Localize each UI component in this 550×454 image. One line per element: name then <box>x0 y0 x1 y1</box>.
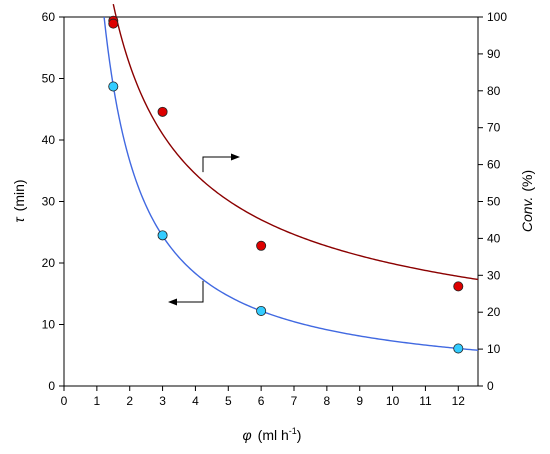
y-right-tick-label: 90 <box>487 47 501 61</box>
data-point-series-2 <box>157 106 168 117</box>
data-point-series-2 <box>256 240 267 251</box>
data-point-series-2 <box>108 18 119 29</box>
y-right-tick-label: 40 <box>487 231 501 245</box>
y-left-tick-label: 20 <box>42 256 56 270</box>
annotation-arrows <box>168 153 240 306</box>
data-point-series-1 <box>108 81 119 92</box>
x-tick-label: 9 <box>356 394 363 408</box>
arrow-to-left-axis <box>175 280 204 303</box>
y-left-tick-label: 50 <box>42 72 56 86</box>
fit-curve-series-2 <box>112 3 479 281</box>
y-right-tick-label: 70 <box>487 121 501 135</box>
y-left-axis-title: τ(min) <box>11 179 27 222</box>
x-tick-label: 4 <box>192 394 199 408</box>
x-tick-label: 3 <box>159 394 166 408</box>
y-right-tick-label: 10 <box>487 342 501 356</box>
x-tick-label: 6 <box>258 394 265 408</box>
arrow-head-left <box>168 298 177 306</box>
x-axis-ticks: 0 1 2 3 4 5 6 7 8 9 10 11 12 <box>61 386 466 408</box>
arrow-to-right-axis <box>202 156 233 173</box>
x-tick-label: 0 <box>61 394 68 408</box>
x-tick-label: 5 <box>225 394 232 408</box>
x-tick-label: 7 <box>291 394 298 408</box>
data-point-series-1 <box>256 305 267 316</box>
y-right-tick-label: 20 <box>487 305 501 319</box>
fit-curve-series-1 <box>103 16 479 351</box>
y-right-tick-label: 60 <box>487 158 501 172</box>
x-tick-label: 2 <box>126 394 133 408</box>
data-point-series-1 <box>157 230 168 241</box>
arrow-head-right <box>231 153 240 161</box>
y-right-tick-label: 50 <box>487 195 501 209</box>
x-tick-label: 11 <box>419 394 432 408</box>
x-tick-label: 1 <box>94 394 101 408</box>
y-right-tick-label: 100 <box>487 10 507 24</box>
y-left-tick-label: 0 <box>48 379 55 393</box>
plot-frame <box>63 16 479 387</box>
y-left-tick-label: 10 <box>42 318 56 332</box>
fit-curves <box>103 3 479 351</box>
y-left-tick-label: 30 <box>42 195 56 209</box>
y-right-axis-ticks: 0 10 20 30 40 50 60 70 80 90 100 <box>478 10 507 393</box>
y-right-tick-label: 0 <box>487 379 494 393</box>
data-point-series-1 <box>453 343 464 354</box>
y-right-tick-label: 80 <box>487 84 501 98</box>
x-tick-label: 8 <box>324 394 331 408</box>
plot-border <box>63 16 479 387</box>
y-right-axis-title: Conv.(%) <box>519 170 535 232</box>
y-right-tick-label: 30 <box>487 268 501 282</box>
x-tick-label: 10 <box>386 394 400 408</box>
y-left-tick-label: 40 <box>42 133 56 147</box>
y-left-tick-label: 60 <box>42 10 56 24</box>
x-axis-title: φ (ml h-1) <box>243 426 302 443</box>
y-left-axis-ticks: 0 10 20 30 40 50 60 <box>42 10 64 393</box>
x-tick-label: 12 <box>452 394 466 408</box>
data-points <box>108 15 464 354</box>
data-point-series-2 <box>453 281 464 292</box>
